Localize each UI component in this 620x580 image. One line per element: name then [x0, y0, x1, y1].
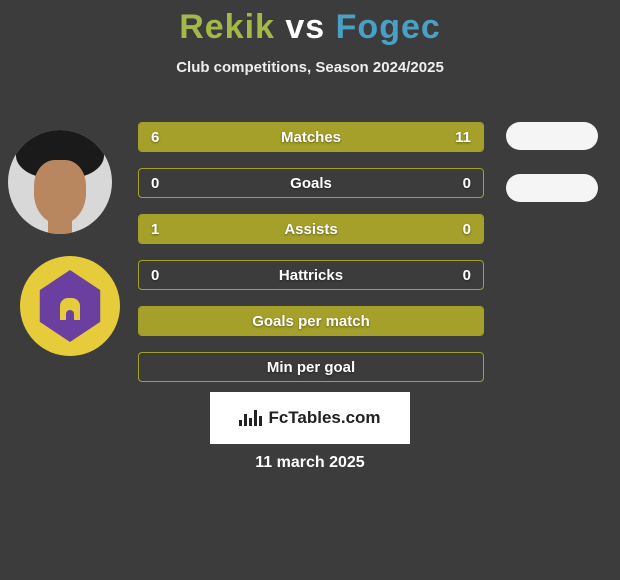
stat-label: Matches: [139, 123, 483, 151]
player2-name: Fogec: [336, 8, 441, 46]
branding-text: FcTables.com: [268, 408, 380, 428]
stat-value-right: 0: [463, 215, 471, 243]
stat-row: Goals per match: [138, 306, 484, 336]
stat-row: Goals0 0: [138, 168, 484, 198]
chip-1: [506, 122, 598, 150]
stat-value-right: 0: [463, 261, 471, 289]
date: 11 march 2025: [0, 454, 620, 472]
branding: FcTables.com: [210, 392, 410, 444]
stat-row: Matches6 11: [138, 122, 484, 152]
stat-label: Assists: [139, 215, 483, 243]
chip-2: [506, 174, 598, 202]
stat-label: Goals per match: [139, 307, 483, 335]
subtitle: Club competitions, Season 2024/2025: [0, 59, 620, 76]
stat-value-left: 6: [151, 123, 159, 151]
avatars: [8, 130, 128, 356]
stat-label: Hattricks: [139, 261, 483, 289]
vs-text: vs: [275, 8, 336, 46]
stat-value-right: 0: [463, 169, 471, 197]
player1-avatar: [8, 130, 112, 234]
stat-value-left: 0: [151, 261, 159, 289]
club-badge: [20, 256, 120, 356]
player2-chips: [506, 122, 598, 226]
stat-label: Goals: [139, 169, 483, 197]
page-title: Rekik vs Fogec: [0, 0, 620, 47]
stat-row: Min per goal: [138, 352, 484, 382]
stat-row: Hattricks0 0: [138, 260, 484, 290]
stat-value-left: 1: [151, 215, 159, 243]
branding-icon: [239, 410, 262, 426]
player1-name: Rekik: [179, 8, 275, 46]
stat-row: Assists1 0: [138, 214, 484, 244]
stat-value-left: 0: [151, 169, 159, 197]
stat-value-right: 11: [455, 123, 471, 151]
stat-label: Min per goal: [139, 353, 483, 381]
stats-chart: Matches611Goals00Assists10Hattricks00Goa…: [138, 122, 484, 398]
